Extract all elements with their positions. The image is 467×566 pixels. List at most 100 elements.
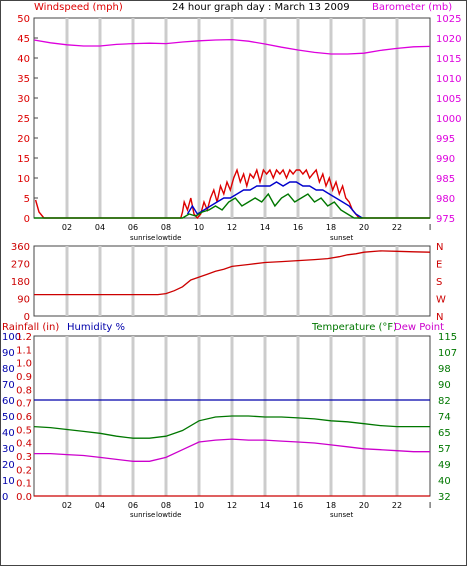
windspeed-axis-label: Windspeed (mph) (34, 2, 123, 13)
x-tick-label-bottom: 16 (293, 501, 303, 510)
temp-ytick-label: 40 (438, 476, 451, 487)
sunset-marker-top: sunset (330, 234, 353, 242)
humidity-ytick-label: 30 (2, 444, 15, 455)
barometer-ytick-label: 1000 (436, 114, 461, 125)
x-tick-label-bottom: 20 (359, 501, 369, 510)
series-line-wind-avg (34, 192, 430, 219)
rain-ytick-label: 0.5 (16, 425, 32, 436)
humidity-ytick-label: 100 (2, 332, 21, 343)
x-tick-label-top: 22 (392, 223, 402, 232)
wind-ytick-label: 50 (17, 14, 30, 25)
rain-ytick-label: 1.1 (16, 345, 32, 356)
temperature-axis-label: Temperature (°F) (311, 322, 397, 333)
rain-ytick-label: 0.7 (16, 399, 32, 410)
graph-title: 24 hour graph day : March 13 2009 (172, 2, 350, 13)
x-tick-label-bottom: 02 (62, 501, 72, 510)
x-tick-label-top: 10 (194, 223, 204, 232)
wind-ytick-label: 45 (17, 34, 30, 45)
temp-ytick-label: 107 (438, 348, 457, 359)
x-tick-label-top: 16 (293, 223, 303, 232)
humidity-ytick-label: 10 (2, 476, 15, 487)
x-tick-label-top: I (429, 223, 431, 232)
humidity-ytick-label: 80 (2, 364, 15, 375)
barometer-ytick-label: 985 (436, 174, 455, 185)
series-line-dew-point (34, 438, 430, 462)
rain-ytick-label: 0.2 (16, 465, 32, 476)
compass-ytick-label: N (436, 242, 443, 253)
x-tick-label-bottom: 08 (161, 501, 171, 510)
direction-ytick-label: 360 (11, 242, 30, 253)
compass-ytick-label: S (436, 277, 442, 288)
barometer-ytick-label: 1005 (436, 94, 461, 105)
temp-ytick-label: 57 (438, 444, 451, 455)
temp-ytick-label: 74 (438, 412, 451, 423)
temp-ytick-label: 90 (438, 380, 451, 391)
rain-ytick-label: 1.0 (16, 359, 32, 370)
series-line-barometer--mb- (33, 38, 431, 55)
x-tick-label-top: 08 (161, 223, 171, 232)
rain-ytick-label: 0.8 (16, 385, 32, 396)
humidity-ytick-label: 90 (2, 348, 15, 359)
barometer-ytick-label: 975 (436, 214, 455, 225)
humidity-ytick-label: 60 (2, 396, 15, 407)
barometer-axis-label: Barometer (mb) (372, 2, 452, 13)
wind-ytick-label: 25 (17, 114, 30, 125)
rainfall-axis-label: Rainfall (in) (2, 322, 59, 333)
barometer-ytick-label: 1025 (436, 14, 461, 25)
sunrise-marker-top: sunrise (130, 234, 155, 242)
compass-ytick-label: N (436, 312, 443, 323)
rain-ytick-label: 0.4 (16, 439, 32, 450)
temp-ytick-label: 65 (438, 428, 451, 439)
wind-ytick-label: 20 (17, 134, 30, 145)
direction-line (34, 250, 431, 296)
x-tick-label-top: 20 (359, 223, 369, 232)
direction-ytick-label: 270 (11, 260, 30, 271)
wind-ytick-label: 5 (24, 194, 30, 205)
lowtide-marker-bottom: lowtide (156, 511, 181, 519)
sunset-marker-bottom: sunset (330, 511, 353, 519)
barometer-ytick-label: 1010 (436, 74, 461, 85)
humidity-ytick-label: 20 (2, 460, 15, 471)
temp-ytick-label: 98 (438, 364, 451, 375)
x-tick-label-top: 12 (227, 223, 237, 232)
barometer-ytick-label: 1020 (436, 34, 461, 45)
humidity-axis-label: Humidity % (67, 322, 125, 333)
dewpoint-axis-label: Dew Point (394, 322, 444, 333)
rain-ytick-label: 0.6 (16, 412, 32, 423)
x-tick-label-bottom: 14 (260, 501, 270, 510)
temp-ytick-label: 82 (438, 396, 451, 407)
compass-ytick-label: W (436, 295, 446, 306)
direction-ytick-label: 0 (24, 312, 30, 323)
x-tick-label-bottom: 06 (128, 501, 138, 510)
barometer-ytick-label: 995 (436, 134, 455, 145)
x-tick-label-top: 18 (326, 223, 336, 232)
humidity-ytick-label: 0 (2, 492, 8, 503)
x-tick-label-bottom: 12 (227, 501, 237, 510)
barometer-ytick-label: 990 (436, 154, 455, 165)
sunrise-marker-bottom: sunrise (130, 511, 155, 519)
x-tick-label-bottom: 04 (95, 501, 105, 510)
humidity-ytick-label: 40 (2, 428, 15, 439)
series-line-temperature---f- (33, 415, 430, 439)
temp-ytick-label: 115 (438, 332, 457, 343)
temp-ytick-label: 32 (438, 492, 451, 503)
x-tick-label-top: 06 (128, 223, 138, 232)
x-tick-label-bottom: 18 (326, 501, 336, 510)
x-tick-label-top: 04 (95, 223, 105, 232)
x-tick-label-bottom: I (429, 501, 431, 510)
rain-ytick-label: 0.0 (16, 492, 32, 503)
wind-ytick-label: 15 (17, 154, 30, 165)
wind-ytick-label: 35 (17, 74, 30, 85)
rain-ytick-label: 0.3 (16, 452, 32, 463)
compass-ytick-label: E (436, 260, 442, 271)
rain-ytick-label: 1.2 (16, 332, 32, 343)
barometer-ytick-label: 1015 (436, 54, 461, 65)
lowtide-marker-top: lowtide (156, 234, 181, 242)
x-tick-label-top: 02 (62, 223, 72, 232)
temp-ytick-label: 49 (438, 460, 451, 471)
x-tick-label-top: 14 (260, 223, 270, 232)
wind-ytick-label: 40 (17, 54, 30, 65)
humidity-ytick-label: 70 (2, 380, 15, 391)
wind-ytick-label: 0 (24, 214, 30, 225)
